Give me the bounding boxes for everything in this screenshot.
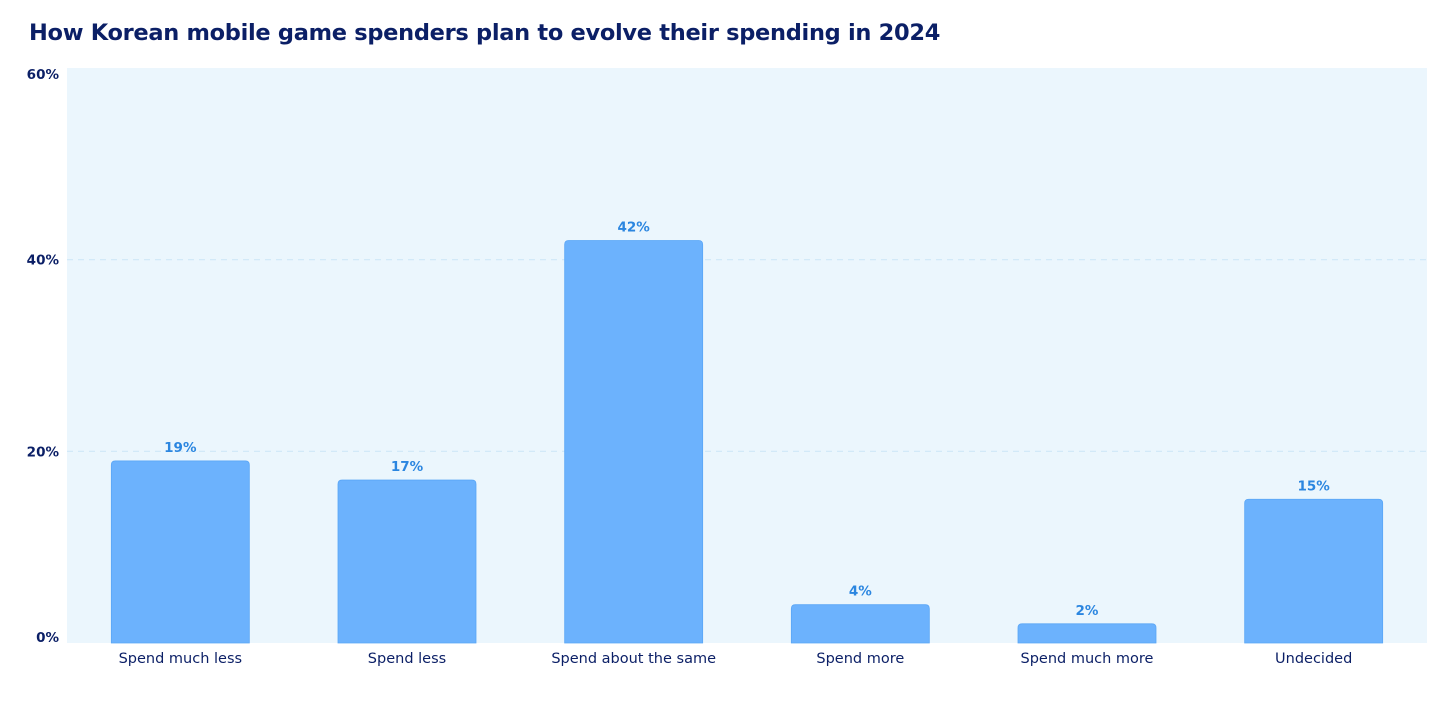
- data-label: 4%: [849, 584, 872, 600]
- bar: [110, 460, 250, 644]
- chart-title: How Korean mobile game spenders plan to …: [29, 20, 941, 46]
- x-axis: Spend much less Spend less Spend about the…: [119, 651, 1353, 667]
- data-label: 19%: [164, 440, 197, 456]
- plot-background: [67, 68, 1427, 643]
- data-label: 2%: [1076, 603, 1099, 619]
- data-label: 17%: [391, 459, 424, 475]
- bars: [110, 240, 1384, 644]
- bar: [790, 604, 930, 644]
- x-tick-label: Spend more: [816, 651, 904, 667]
- y-tick-label: 20%: [27, 444, 60, 460]
- bar: [564, 240, 704, 644]
- bar: [1244, 498, 1384, 644]
- y-tick-label: 0%: [36, 630, 59, 646]
- data-labels: 19% 17% 42% 4% 2% 15%: [164, 220, 1330, 619]
- x-tick-label: Spend about the same: [551, 651, 716, 667]
- y-axis: 0% 20% 40% 60%: [27, 67, 60, 646]
- bar: [1017, 623, 1157, 644]
- y-tick-label: 40%: [27, 253, 60, 269]
- y-tick-label: 60%: [27, 67, 60, 83]
- x-tick-label: Spend less: [368, 651, 446, 667]
- x-tick-label: Undecided: [1275, 651, 1352, 667]
- data-label: 15%: [1298, 478, 1331, 494]
- gridlines: [67, 259, 1427, 452]
- data-label: 42%: [618, 220, 651, 236]
- x-tick-label: Spend much less: [119, 651, 242, 667]
- bar: [337, 479, 477, 644]
- x-tick-label: Spend much more: [1021, 651, 1154, 667]
